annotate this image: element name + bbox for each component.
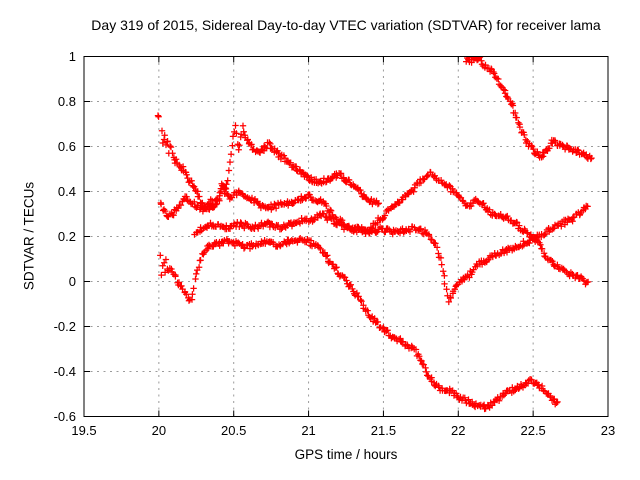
y-tick-label: 0.8 — [57, 93, 76, 109]
x-tick-label: 20.5 — [221, 423, 247, 438]
x-tick-label: 22 — [451, 423, 466, 438]
series-arc-top-right-clipped — [463, 56, 595, 163]
y-tick-label: 0 — [68, 273, 76, 289]
y-tick-label: -0.2 — [53, 318, 76, 334]
chart-title: Day 319 of 2015, Sidereal Day-to-day VTE… — [91, 17, 601, 33]
series-arc-long-descender — [157, 235, 561, 413]
y-tick-label: -0.6 — [53, 408, 76, 424]
x-tick-label: 23 — [600, 423, 616, 438]
series-arc-flat-v-rise — [191, 202, 591, 306]
series-lone-high-point — [154, 112, 162, 120]
x-tick-label: 21.5 — [370, 423, 397, 438]
x-tick-label: 21 — [301, 423, 316, 438]
x-tick-label: 19.5 — [71, 423, 97, 438]
y-tick-label: 0.2 — [57, 228, 76, 244]
x-tick-label: 22.5 — [520, 423, 546, 438]
y-tick-label: 0.6 — [57, 138, 76, 154]
series-arc-high-left — [158, 122, 382, 213]
y-tick-label: 1 — [68, 48, 76, 64]
y-tick-label: -0.4 — [53, 363, 76, 379]
y-tick-label: 0.4 — [57, 183, 76, 199]
x-axis-label: GPS time / hours — [294, 447, 398, 462]
x-tick-label: 20 — [151, 423, 167, 438]
data-points-layer — [154, 56, 595, 413]
